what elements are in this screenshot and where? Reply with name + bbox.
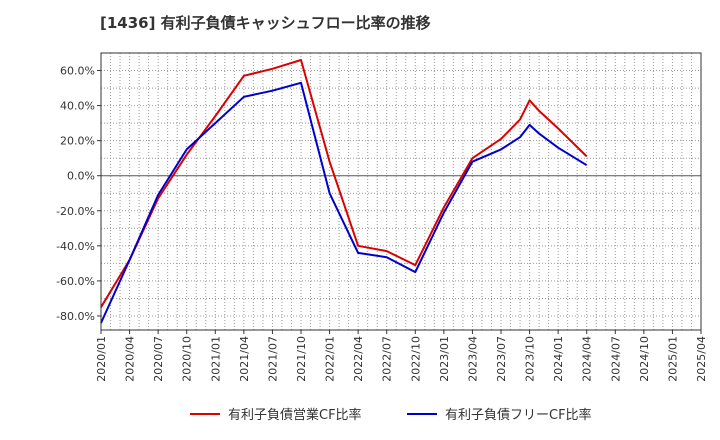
- legend: 有利子負債営業CF比率 有利子負債フリーCF比率: [190, 407, 592, 423]
- x-tick-label: 2022/07: [381, 336, 394, 382]
- x-tick-label: 2023/01: [438, 336, 451, 382]
- x-tick-label: 2021/01: [209, 336, 222, 382]
- x-tick-label: 2022/04: [352, 336, 365, 382]
- plot-frame: [100, 52, 702, 331]
- y-tick-label: -40.0%: [56, 240, 95, 253]
- y-tick-label: 40.0%: [60, 100, 95, 113]
- x-tick-label: 2023/10: [524, 336, 537, 382]
- y-tick-label: -20.0%: [56, 205, 95, 218]
- x-tick-label: 2022/10: [409, 336, 422, 382]
- series-layer: [100, 59, 588, 324]
- x-tick-label: 2024/01: [552, 336, 565, 382]
- grid-lines: [101, 53, 701, 330]
- y-tick-label: 0.0%: [67, 170, 95, 183]
- x-tick-label: 2021/10: [295, 336, 308, 382]
- x-tick-label: 2022/01: [324, 336, 337, 382]
- legend-label: 有利子負債フリーCF比率: [445, 407, 592, 423]
- x-tick-label: 2023/04: [466, 336, 479, 382]
- chart-title: [1436] 有利子負債キャッシュフロー比率の推移: [100, 14, 431, 32]
- y-tick-label: 60.0%: [60, 65, 95, 78]
- series-line: [100, 81, 588, 324]
- x-tick-label: 2023/07: [495, 336, 508, 382]
- x-tick-label: 2021/07: [266, 336, 279, 382]
- x-tick-label: 2021/04: [238, 336, 251, 382]
- x-tick-label: 2020/10: [181, 336, 194, 382]
- x-tick-label: 2020/01: [95, 336, 108, 382]
- x-tick-label: 2025/04: [695, 336, 708, 382]
- x-tick-label: 2020/07: [152, 336, 165, 382]
- y-tick-label: -80.0%: [56, 310, 95, 323]
- x-tick-label: 2020/04: [124, 336, 137, 382]
- y-tick-label: -60.0%: [56, 275, 95, 288]
- series-line: [100, 59, 588, 308]
- x-tick-label: 2024/04: [581, 336, 594, 382]
- x-tick-label: 2024/10: [638, 336, 651, 382]
- axes: 60.0% 40.0% 20.0% 0.0% -20.0% -40.0% -60.0% -80…: [56, 52, 708, 382]
- x-tick-label: 2025/01: [666, 336, 679, 382]
- legend-label: 有利子負債営業CF比率: [228, 407, 362, 423]
- x-tick-label: 2024/07: [609, 336, 622, 382]
- y-tick-label: 20.0%: [60, 135, 95, 148]
